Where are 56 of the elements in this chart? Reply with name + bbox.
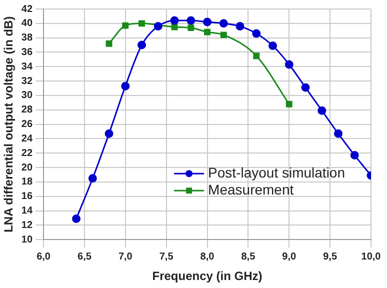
point <box>121 82 130 90</box>
point <box>138 20 145 27</box>
point <box>104 129 114 138</box>
point <box>138 40 146 50</box>
point <box>284 60 294 69</box>
point <box>122 22 129 29</box>
point <box>203 18 212 26</box>
point <box>72 214 81 223</box>
point <box>106 40 112 47</box>
point <box>236 22 244 31</box>
point <box>301 83 310 92</box>
y-tick-label: 10 <box>21 234 33 246</box>
x-axis-title: Frequency (in GHz) <box>152 269 262 284</box>
x-tick-label: 8,5 <box>241 251 256 262</box>
x-tick-label: 9,5 <box>323 251 338 262</box>
y-tick-label: 14 <box>21 206 33 217</box>
y-tick-label: 16 <box>21 191 33 202</box>
point <box>188 24 194 31</box>
point <box>334 129 343 138</box>
y-tick-label: 38 <box>21 32 33 44</box>
point <box>219 19 228 28</box>
y-tick-label: 22 <box>21 148 33 159</box>
y-tick-label: 36 <box>21 46 33 58</box>
point <box>170 16 179 25</box>
x-tick-label: 6,0 <box>36 251 51 262</box>
point <box>220 32 227 38</box>
point <box>318 106 326 115</box>
point <box>252 29 261 38</box>
point <box>268 42 278 50</box>
y-tick-label: 24 <box>21 133 33 144</box>
y-tick-label: 32 <box>21 76 33 87</box>
point <box>204 28 210 36</box>
point <box>88 174 97 183</box>
x-tick-label: 9,0 <box>282 251 297 262</box>
x-tick-label: 7,5 <box>159 251 174 262</box>
x-tick-label: 7,0 <box>118 251 133 262</box>
y-tick-label: 34 <box>21 61 33 72</box>
y-tick-label: 20 <box>21 162 33 174</box>
y-tick-label: 26 <box>21 119 33 130</box>
point <box>253 52 260 60</box>
x-tick-label: 6,5 <box>78 251 92 262</box>
x-tick-label: 8,0 <box>200 251 215 262</box>
legend-label: Measurement <box>208 181 294 198</box>
y-tick-label: 18 <box>21 176 33 188</box>
point <box>154 22 162 31</box>
y-tick-label: 12 <box>21 220 33 231</box>
y-tick-label: 30 <box>21 90 33 102</box>
y-tick-label: 40 <box>21 18 33 30</box>
point <box>350 151 359 160</box>
point <box>186 16 196 25</box>
y-tick-label: 42 <box>21 4 33 15</box>
x-tick-label: 10,0 <box>361 251 382 262</box>
y-tick-label: 28 <box>21 104 33 116</box>
point <box>286 100 292 108</box>
y-axis-title: LNA differential output voltage (in dB) <box>2 16 16 232</box>
legend-label: Post-layout simulation <box>208 164 345 180</box>
